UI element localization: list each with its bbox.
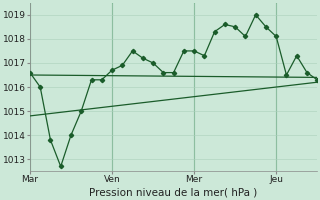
X-axis label: Pression niveau de la mer( hPa ): Pression niveau de la mer( hPa ) (90, 187, 258, 197)
